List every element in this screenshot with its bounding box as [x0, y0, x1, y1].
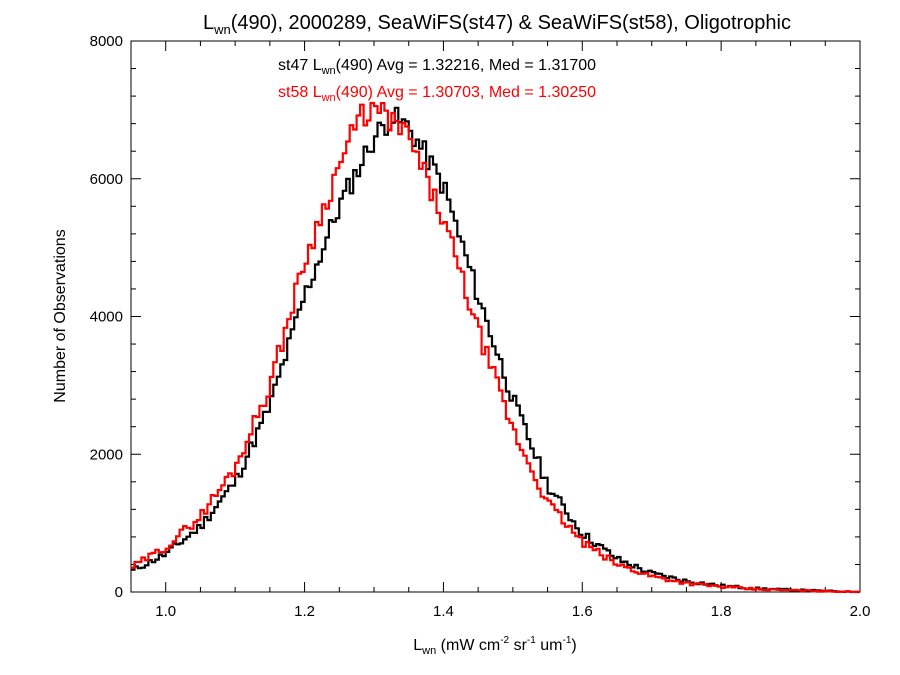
xlabel-post: ): [571, 637, 576, 654]
xlabel-mid: sr: [509, 637, 527, 654]
title-rest: (490), 2000289, SeaWiFS(st47) & SeaWiFS(…: [231, 12, 791, 34]
series-st47-line: [131, 106, 860, 594]
xlabel-subscript: wn: [421, 645, 436, 657]
legend-entry-st58: st58 Lwn(490) Avg = 1.30703, Med = 1.302…: [278, 84, 596, 104]
legend-st58-subscript: wn: [321, 92, 336, 104]
x-axis-label: Lwn (mW cm-2 sr-1 um-1): [413, 635, 576, 657]
legend-entry-st47: st47 Lwn(490) Avg = 1.32216, Med = 1.317…: [278, 57, 596, 77]
x-tick-label: 2.0: [850, 603, 871, 620]
series-st58-line: [131, 101, 860, 593]
legend-st47-subscript: wn: [321, 65, 336, 77]
y-tick-label: 0: [115, 584, 123, 601]
x-tick-label: 1.8: [711, 603, 732, 620]
legend-st47-prefix: st47 L: [278, 57, 322, 74]
y-tick-label: 2000: [90, 446, 123, 463]
x-tick-label: 1.6: [572, 603, 593, 620]
title-subscript: wn: [213, 22, 231, 37]
xlabel-sup1: -2: [500, 635, 509, 646]
legend-st58-suffix: (490) Avg = 1.30703, Med = 1.30250: [336, 84, 596, 101]
axis-tick-labels: 1.0 1.2 1.4 1.6 1.8 2.0 0 2000 4000 6000 8000: [90, 33, 871, 620]
y-tick-label: 4000: [90, 309, 123, 326]
x-tick-label: 1.2: [294, 603, 315, 620]
xlabel-main: L: [413, 637, 422, 654]
x-tick-label: 1.0: [155, 603, 176, 620]
series-layer: [131, 101, 860, 594]
title-main: L: [203, 12, 214, 34]
axis-ticks: [130, 40, 861, 593]
y-tick-label: 8000: [90, 33, 123, 50]
plot-frame: [130, 40, 861, 593]
xlabel-sup2: -1: [527, 635, 536, 646]
xlabel-mid2: um: [536, 637, 563, 654]
xlabel-pre: (mW cm: [436, 637, 500, 654]
y-axis-label: Number of Observations: [52, 229, 69, 402]
x-tick-label: 1.4: [433, 603, 454, 620]
legend-st58-prefix: st58 L: [278, 84, 322, 101]
xlabel-sup3: -1: [562, 635, 571, 646]
legend-st47-suffix: (490) Avg = 1.32216, Med = 1.31700: [336, 57, 596, 74]
y-tick-label: 6000: [90, 171, 123, 188]
chart-title: Lwn(490), 2000289, SeaWiFS(st47) & SeaWi…: [203, 12, 791, 37]
